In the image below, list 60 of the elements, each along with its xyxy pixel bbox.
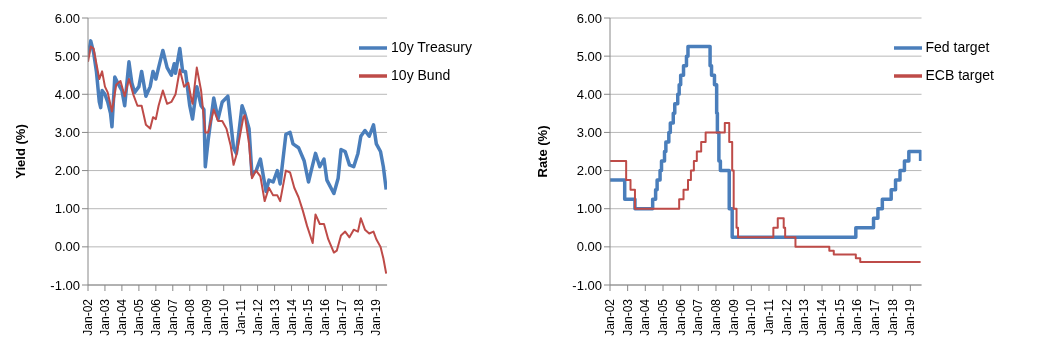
y-axis-title: Rate (%): [534, 125, 550, 178]
x-tick-label: Jan-13: [797, 298, 812, 336]
y-tick-label: -1.00: [572, 277, 602, 293]
y-tick-label: 3.00: [576, 125, 602, 141]
y-axis-title: Yield (%): [12, 124, 28, 179]
x-tick-label: Jan-17: [335, 298, 350, 336]
x-tick-label: Jan-05: [656, 298, 671, 336]
legend-label: ECB target: [925, 66, 994, 83]
line-series: [88, 39, 388, 196]
x-tick-label: Jan-13: [267, 298, 282, 336]
y-tick-label: 6.00: [576, 10, 602, 26]
x-tick-label: Jan-15: [301, 298, 316, 336]
y-tick-label: 5.00: [576, 48, 602, 64]
x-tick-label: Jan-16: [318, 298, 333, 336]
x-tick-label: Jan-09: [726, 298, 741, 336]
x-tick-label: Jan-02: [603, 298, 617, 336]
x-tick-label: Jan-10: [744, 298, 759, 336]
x-tick-label: Jan-04: [638, 298, 653, 336]
y-tick-label: 0.00: [54, 239, 80, 255]
x-tick-label: Jan-12: [779, 298, 794, 336]
y-tick-label: 2.00: [576, 163, 602, 179]
x-tick-label: Jan-16: [850, 298, 865, 336]
x-tick-label: Jan-07: [165, 298, 180, 336]
x-tick-label: Jan-19: [903, 298, 918, 336]
y-tick-label: 1.00: [54, 201, 80, 217]
y-tick-label: 2.00: [54, 163, 80, 179]
x-tick-label: Jan-03: [97, 298, 112, 336]
x-tick-label: Jan-09: [199, 298, 214, 336]
x-tick-label: Jan-11: [762, 298, 776, 335]
x-tick-label: Jan-02: [81, 298, 95, 336]
x-tick-label: Jan-04: [114, 298, 129, 336]
legend-label: Fed target: [925, 38, 990, 55]
x-tick-label: Jan-17: [868, 298, 883, 336]
x-tick-label: Jan-14: [815, 298, 830, 336]
x-tick-label: Jan-14: [284, 298, 299, 336]
x-tick-label: Jan-18: [352, 298, 367, 336]
x-tick-label: Jan-08: [708, 298, 723, 336]
x-tick-label: Jan-07: [691, 298, 706, 336]
y-tick-label: 6.00: [54, 10, 80, 26]
y-tick-label: 0.00: [576, 239, 602, 255]
x-tick-label: Jan-19: [369, 298, 384, 336]
x-tick-label: Jan-06: [148, 298, 163, 336]
x-tick-label: Jan-05: [131, 298, 146, 336]
legend-label: 10y Treasury: [391, 38, 472, 55]
y-tick-label: 4.00: [54, 86, 80, 102]
y-tick-label: 1.00: [576, 201, 602, 217]
legend-label: 10y Bund: [391, 66, 451, 83]
line-series: [88, 45, 388, 275]
y-tick-label: 5.00: [54, 48, 80, 64]
x-tick-label: Jan-11: [233, 298, 248, 335]
x-tick-label: Jan-08: [182, 298, 197, 336]
x-tick-label: Jan-10: [216, 298, 231, 336]
x-tick-label: Jan-06: [673, 298, 688, 336]
x-tick-label: Jan-15: [832, 298, 847, 336]
x-tick-label: Jan-03: [620, 298, 635, 336]
y-tick-label: 4.00: [576, 86, 602, 102]
y-tick-label: 3.00: [54, 125, 80, 141]
y-tick-label: -1.00: [50, 277, 80, 293]
x-tick-label: Jan-18: [885, 298, 900, 336]
x-tick-label: Jan-12: [250, 298, 265, 336]
